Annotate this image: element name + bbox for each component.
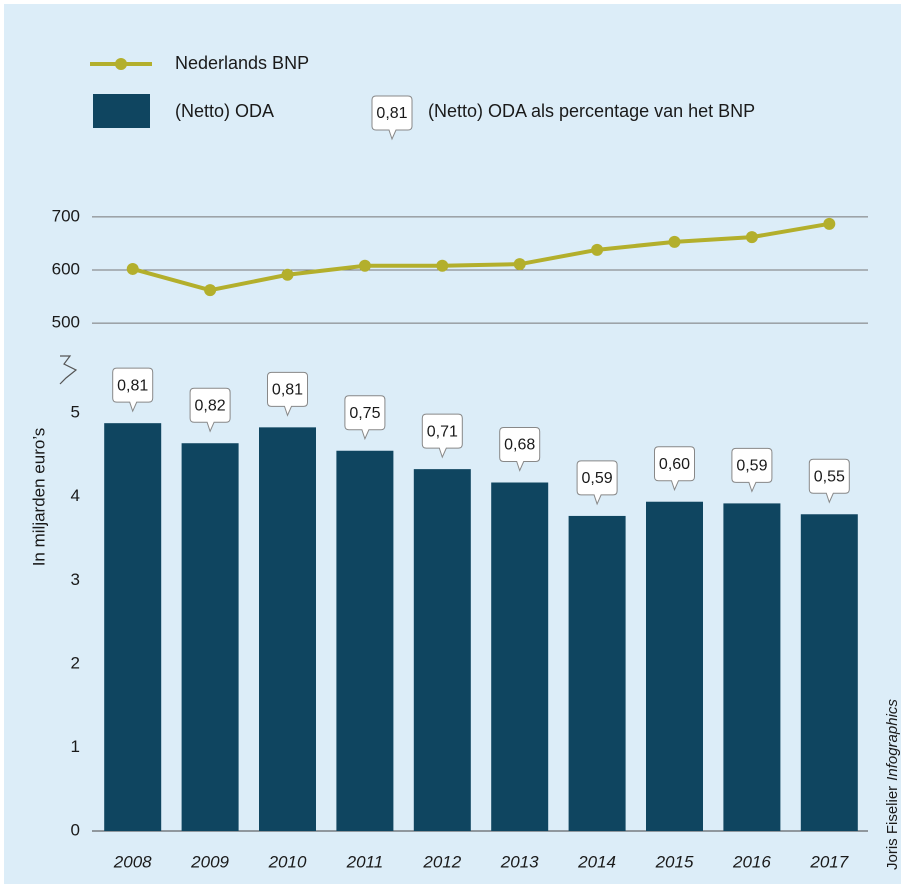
legend-point <box>115 58 127 70</box>
bar <box>646 501 703 831</box>
line-point <box>823 217 836 230</box>
line-point <box>358 259 371 272</box>
y-tick-label: 0 <box>71 820 80 839</box>
y-tick-label: 1 <box>71 737 80 756</box>
callout-box <box>499 427 541 472</box>
bar <box>259 427 316 831</box>
x-tick-label: 2011 <box>346 852 384 871</box>
x-tick-label: 2008 <box>113 852 152 871</box>
data-label: 0,71 <box>427 423 458 440</box>
data-label: 0,68 <box>504 437 535 454</box>
axis-break <box>59 355 78 385</box>
legend-label: Nederlands BNP <box>175 53 309 73</box>
line-point <box>591 243 604 256</box>
line-point <box>126 262 139 275</box>
y-tick-label: 5 <box>71 403 80 422</box>
x-tick-label: 2012 <box>422 852 461 871</box>
data-label: 0,55 <box>814 468 845 485</box>
x-tick-label: 2010 <box>268 852 307 871</box>
callout-box <box>576 460 618 506</box>
line-point <box>204 284 217 297</box>
callout-box <box>654 446 695 492</box>
credit-agency: Infographics <box>884 699 901 781</box>
callout-box <box>421 413 463 459</box>
line-point <box>668 235 681 248</box>
y2-tick-label: 500 <box>52 313 80 332</box>
x-tick-label: 2015 <box>655 852 694 871</box>
line-point <box>745 231 758 244</box>
bar <box>104 423 162 831</box>
bar <box>336 450 394 831</box>
line-point <box>513 258 526 271</box>
x-tick-label: 2009 <box>190 852 229 871</box>
credit-name: Joris Fiselier <box>884 786 901 870</box>
y-tick-label: 2 <box>71 653 80 672</box>
data-label: 0,59 <box>736 458 767 475</box>
callout-box <box>731 447 773 493</box>
line-point <box>436 259 449 272</box>
data-label: 0,59 <box>582 470 613 487</box>
callout-box <box>808 458 850 504</box>
x-tick-label: 2013 <box>500 852 539 871</box>
callout-box <box>112 367 154 413</box>
x-tick-label: 2017 <box>809 852 848 871</box>
legend-swatch <box>93 94 150 128</box>
data-label: 0,81 <box>272 382 303 399</box>
data-label: 0,82 <box>195 397 226 414</box>
line <box>132 221 830 293</box>
line-point <box>281 268 294 281</box>
y2-tick-label: 600 <box>52 259 80 278</box>
legend-label: (Netto) ODA <box>175 101 274 121</box>
callout-box <box>371 95 413 141</box>
callout-box <box>267 371 308 417</box>
y-tick-label: 3 <box>71 570 80 589</box>
bar <box>800 514 858 831</box>
y-axis-label: In miljarden euro’s <box>29 428 48 567</box>
data-label: 0,81 <box>376 105 407 122</box>
bar <box>181 443 239 831</box>
x-tick-label: 2014 <box>577 852 616 871</box>
y-tick-label: 4 <box>71 486 80 505</box>
callout-box <box>344 395 386 441</box>
callout-box <box>189 387 231 433</box>
bar <box>568 515 626 831</box>
y2-tick-label: 700 <box>52 206 80 225</box>
data-label: 0,81 <box>117 377 148 394</box>
credit: Joris Fiselier Infographics <box>884 699 901 870</box>
data-label: 0,60 <box>659 456 690 473</box>
bar <box>491 482 549 831</box>
x-tick-label: 2016 <box>732 852 771 871</box>
bar <box>723 503 781 831</box>
data-label: 0,75 <box>349 405 380 422</box>
bar <box>413 469 471 831</box>
legend-label: (Netto) ODA als percentage van het BNP <box>428 101 755 121</box>
